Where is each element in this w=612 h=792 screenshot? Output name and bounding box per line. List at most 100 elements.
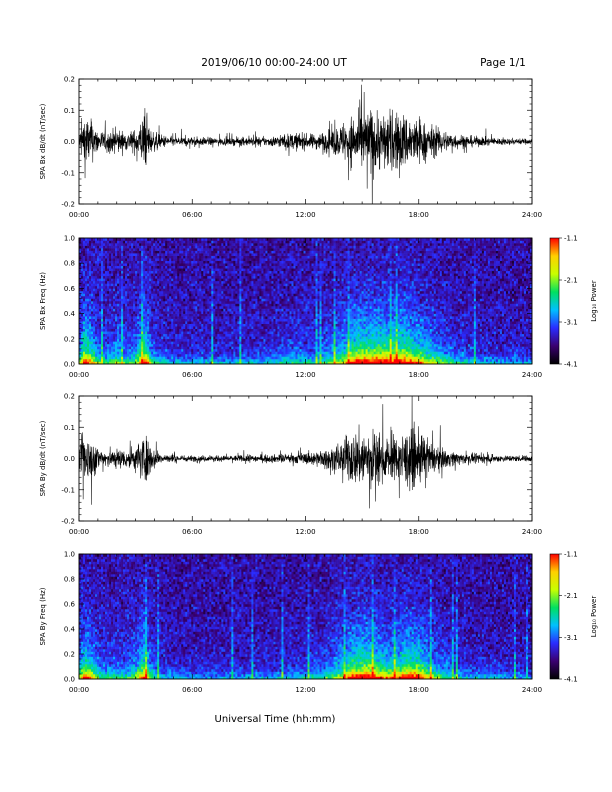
spectrogram-cell bbox=[127, 271, 129, 274]
spectrogram-cell bbox=[145, 271, 147, 274]
spectrogram-cell bbox=[171, 261, 173, 264]
spectrogram-cell bbox=[261, 326, 263, 329]
spectrogram-cell bbox=[215, 344, 217, 347]
spectrogram-cell bbox=[149, 291, 151, 294]
spectrogram-cell bbox=[267, 301, 269, 304]
spectrogram-cell bbox=[149, 288, 151, 291]
spectrogram-cell bbox=[269, 354, 271, 357]
spectrogram-cell bbox=[257, 306, 259, 309]
spectrogram-cell bbox=[259, 251, 261, 254]
spectrogram-cell bbox=[147, 273, 149, 276]
spectrogram-cell bbox=[241, 326, 243, 329]
spectrogram-cell bbox=[239, 273, 241, 276]
spectrogram-cell bbox=[115, 293, 117, 296]
spectrogram-cell bbox=[237, 241, 239, 244]
spectrogram-cell bbox=[213, 359, 215, 362]
spectrogram-cell bbox=[203, 316, 205, 319]
spectrogram-cell bbox=[149, 319, 151, 322]
spectrogram-cell bbox=[103, 306, 105, 309]
spectrogram-cell bbox=[185, 309, 187, 312]
spectrogram-cell bbox=[189, 268, 191, 271]
spectrogram-cell bbox=[95, 329, 97, 332]
spectrogram-cell bbox=[107, 311, 109, 314]
spectrogram-cell bbox=[111, 309, 113, 312]
spectrogram-cell bbox=[231, 359, 233, 362]
spectrogram-cell bbox=[137, 351, 139, 354]
spectrogram-cell bbox=[133, 278, 135, 281]
spectrogram-cell bbox=[161, 331, 163, 334]
spectrogram-cell bbox=[251, 331, 253, 334]
spectrogram-cell bbox=[219, 341, 221, 344]
spectrogram-cell bbox=[153, 241, 155, 244]
spectrogram-cell bbox=[159, 359, 161, 362]
spectrogram-cell bbox=[141, 293, 143, 296]
spectrogram-cell bbox=[163, 291, 165, 294]
spectrogram-cell bbox=[163, 278, 165, 281]
spectrogram-cell bbox=[203, 258, 205, 261]
spectrogram-cell bbox=[147, 314, 149, 317]
spectrogram-cell bbox=[85, 291, 87, 294]
spectrogram-cell bbox=[239, 359, 241, 362]
spectrogram-cell bbox=[233, 281, 235, 284]
spectrogram-cell bbox=[233, 268, 235, 271]
spectrogram-cell bbox=[189, 241, 191, 244]
spectrogram-cell bbox=[113, 324, 115, 327]
spectrogram-cell bbox=[179, 351, 181, 354]
spectrogram-cell bbox=[269, 329, 271, 332]
spectrogram-cell bbox=[191, 354, 193, 357]
spectrogram-cell bbox=[123, 253, 125, 256]
spectrogram-cell bbox=[123, 243, 125, 246]
spectrogram-cell bbox=[135, 298, 137, 301]
spectrogram-cell bbox=[111, 344, 113, 347]
spectrogram-cell bbox=[163, 349, 165, 352]
spectrogram-cell bbox=[111, 349, 113, 352]
spectrogram-cell bbox=[137, 266, 139, 269]
spectrogram-cell bbox=[263, 349, 265, 352]
spectrogram-cell bbox=[141, 271, 143, 274]
spectrogram-cell bbox=[233, 286, 235, 289]
spectrogram-cell bbox=[159, 276, 161, 279]
spectrogram-cell bbox=[195, 316, 197, 319]
spectrogram-cell bbox=[179, 331, 181, 334]
spectrogram-cell bbox=[167, 266, 169, 269]
spectrogram-cell bbox=[181, 306, 183, 309]
spectrogram-cell bbox=[91, 349, 93, 352]
spectrogram-cell bbox=[255, 258, 257, 261]
spectrogram-cell bbox=[199, 344, 201, 347]
spectrogram-cell bbox=[85, 346, 87, 349]
spectrogram-cell bbox=[261, 301, 263, 304]
y-tick-label: -0.1 bbox=[61, 169, 75, 177]
spectrogram-cell bbox=[109, 283, 111, 286]
spectrogram-cell bbox=[257, 316, 259, 319]
spectrogram-cell bbox=[219, 314, 221, 317]
spectrogram-cell bbox=[179, 271, 181, 274]
spectrogram-cell bbox=[213, 334, 215, 337]
spectrogram-cell bbox=[113, 354, 115, 357]
spectrogram-cell bbox=[197, 273, 199, 276]
spectrogram-cell bbox=[235, 339, 237, 342]
spectrogram-cell bbox=[109, 241, 111, 244]
spectrogram-cell bbox=[183, 324, 185, 327]
spectrogram-cell bbox=[105, 251, 107, 254]
spectrogram-cell bbox=[135, 314, 137, 317]
spectrogram-cell bbox=[113, 344, 115, 347]
spectrogram-cell bbox=[221, 291, 223, 294]
spectrogram-cell bbox=[209, 309, 211, 312]
spectrogram-cell bbox=[107, 316, 109, 319]
spectrogram-cell bbox=[231, 288, 233, 291]
spectrogram-cell bbox=[271, 346, 273, 349]
spectrogram-cell bbox=[85, 316, 87, 319]
spectrogram-cell bbox=[151, 246, 153, 249]
spectrogram-cell bbox=[243, 329, 245, 332]
spectrogram-cell bbox=[119, 321, 121, 324]
spectrogram-cell bbox=[219, 276, 221, 279]
spectrogram-cell bbox=[167, 248, 169, 251]
spectrogram-cell bbox=[219, 354, 221, 357]
spectrogram-cell bbox=[125, 301, 127, 304]
spectrogram-cell bbox=[143, 319, 145, 322]
spectrogram-cell bbox=[245, 248, 247, 251]
spectrogram-cell bbox=[245, 271, 247, 274]
spectrogram-cell bbox=[233, 241, 235, 244]
spectrogram-cell bbox=[97, 288, 99, 291]
spectrogram-cell bbox=[161, 286, 163, 289]
